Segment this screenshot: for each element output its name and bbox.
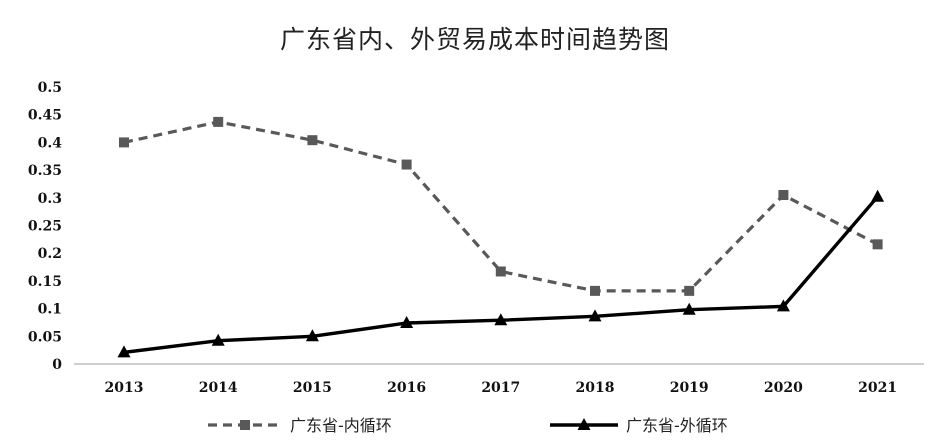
y-tick-label: 0.05 xyxy=(28,329,62,345)
y-tick-label: 0 xyxy=(52,357,62,373)
legend-marker xyxy=(240,420,250,430)
series-line xyxy=(123,120,879,293)
y-tick-label: 0.15 xyxy=(28,274,62,290)
legend-item: 广东省-内循环 xyxy=(208,416,392,435)
x-tick-label: 2014 xyxy=(199,380,238,396)
x-tick-label: 2015 xyxy=(293,380,332,396)
chart-title: 广东省内、外贸易成本时间趋势图 xyxy=(279,25,670,54)
data-point xyxy=(590,285,600,296)
x-tick-label: 2016 xyxy=(387,380,426,396)
y-tick-label: 0.25 xyxy=(28,219,62,235)
y-tick-label: 0.2 xyxy=(38,246,62,262)
data-point xyxy=(495,266,506,277)
data-point xyxy=(494,313,508,326)
data-point xyxy=(307,135,318,146)
x-tick-label: 2018 xyxy=(576,380,615,396)
y-tick-label: 0.3 xyxy=(38,191,62,207)
legend-marker xyxy=(577,418,591,430)
data-point xyxy=(211,333,225,346)
data-point xyxy=(588,309,602,322)
data-point xyxy=(119,137,129,148)
y-tick-label: 0.45 xyxy=(28,108,62,124)
legend-item: 广东省-外循环 xyxy=(550,416,728,435)
data-point xyxy=(682,302,696,315)
data-point xyxy=(776,299,790,312)
data-point xyxy=(213,116,224,127)
x-tick-label: 2020 xyxy=(764,380,803,396)
x-tick-label: 2019 xyxy=(670,380,709,396)
data-point xyxy=(684,285,695,296)
data-point xyxy=(401,159,412,170)
y-tick-label: 0.5 xyxy=(38,80,62,96)
data-point xyxy=(778,190,789,201)
legend-label: 广东省-内循环 xyxy=(290,416,392,435)
series-group xyxy=(119,116,883,296)
data-point xyxy=(305,329,319,342)
series-group xyxy=(117,189,885,358)
data-point xyxy=(117,345,131,358)
y-tick-label: 0.1 xyxy=(38,302,62,318)
x-tick-label: 2021 xyxy=(858,380,897,396)
x-tick-label: 2017 xyxy=(481,380,520,396)
data-point xyxy=(872,239,883,250)
legend-label: 广东省-外循环 xyxy=(626,416,728,435)
data-point xyxy=(871,189,885,202)
data-point xyxy=(400,316,414,329)
y-tick-label: 0.35 xyxy=(28,163,62,179)
x-tick-label: 2013 xyxy=(105,380,144,396)
y-tick-label: 0.4 xyxy=(38,135,63,151)
